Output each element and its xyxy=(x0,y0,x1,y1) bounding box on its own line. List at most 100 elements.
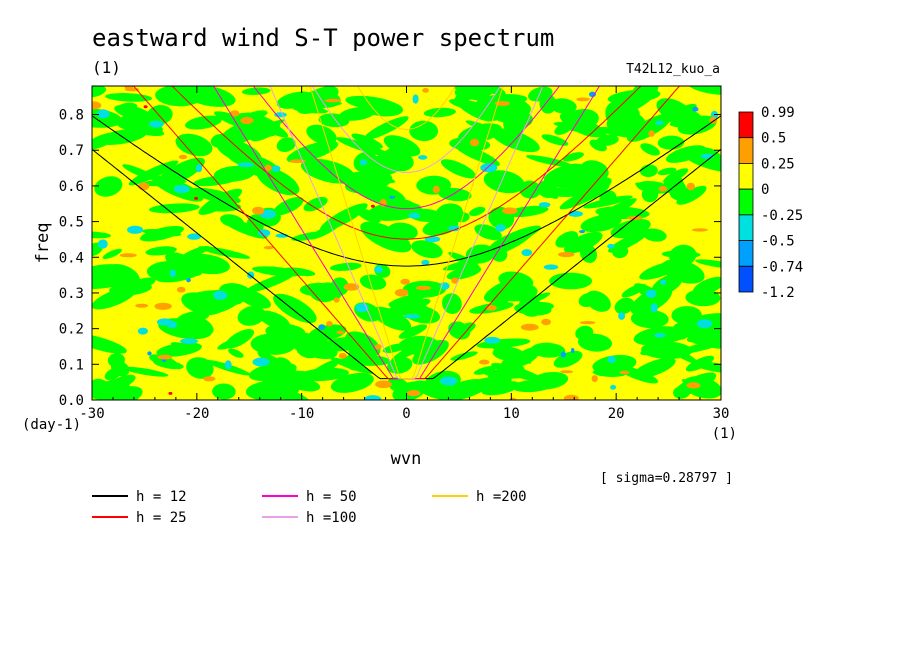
field-blob-negative xyxy=(185,115,222,130)
field-blob-positive xyxy=(338,352,347,359)
field-blob-positive xyxy=(686,382,701,389)
field-blob-negative xyxy=(408,208,443,222)
field-blob-negative xyxy=(241,87,271,95)
curve-gravity-25 xyxy=(171,86,642,240)
dispersion-curves xyxy=(92,86,721,380)
field-blob-negative xyxy=(154,261,208,283)
field-blob-strong-negative xyxy=(257,229,271,237)
field-blob-negative xyxy=(107,353,125,368)
field-blob-negative xyxy=(219,120,264,146)
chart-title: eastward wind S-T power spectrum xyxy=(92,24,554,52)
legend: h = 12 h = 25 h = 50 h =100 h =200 xyxy=(92,489,527,526)
field-blob-negative xyxy=(440,159,476,179)
field-blob-negative xyxy=(528,86,553,102)
field-blob-negative xyxy=(592,354,637,374)
field-blob-strong-negative xyxy=(480,163,498,173)
field-blob-strong-negative xyxy=(610,384,617,390)
field-blob-negative xyxy=(446,266,482,280)
field-blob-negative xyxy=(94,176,123,197)
field-blob-negative xyxy=(549,272,593,290)
field-blob-negative xyxy=(287,332,338,360)
field-blob-negative xyxy=(237,306,266,326)
x-tick-label: 10 xyxy=(503,406,520,422)
field-blob-negative xyxy=(181,246,210,259)
colorbar-label: 0 xyxy=(761,182,769,198)
field-blob-negative xyxy=(409,120,439,142)
field-blob-negative xyxy=(483,170,525,194)
field-blob-negative xyxy=(245,271,296,293)
field-blob-negative xyxy=(186,357,214,379)
field-blob-strong-negative xyxy=(149,120,164,128)
field-blob-positive xyxy=(407,390,421,397)
field-blob-strong-negative xyxy=(167,321,178,329)
field-blob-negative xyxy=(549,98,577,114)
colorbar-swatch xyxy=(738,188,754,216)
field-blob-positive xyxy=(451,277,459,284)
curve-gravity-100 xyxy=(311,86,502,173)
field-blob-positive xyxy=(375,380,392,389)
x-tick-label: 20 xyxy=(608,406,625,422)
y-tick-label: 0.4 xyxy=(59,250,84,266)
field-blob-negative xyxy=(128,160,179,186)
field-blob-negative xyxy=(688,86,721,95)
field-blob-negative xyxy=(635,182,654,193)
field-blob-positive xyxy=(415,285,432,291)
field-blob-min xyxy=(389,195,396,199)
field-blob-max xyxy=(168,391,173,395)
field-blob-strong-negative xyxy=(412,94,419,104)
field-blob-negative xyxy=(665,145,706,163)
field-blob-positive xyxy=(326,321,333,327)
field-blob-strong-negative xyxy=(224,360,232,370)
field-blob-negative xyxy=(541,134,569,146)
colorbar-label: 0.99 xyxy=(761,105,795,121)
field-blob-negative xyxy=(102,374,136,393)
field-blob-positive xyxy=(230,110,240,117)
field-blob-negative xyxy=(205,202,242,212)
field-blob-strong-negative xyxy=(97,109,110,119)
field-blob-negative xyxy=(453,86,491,101)
field-blob-negative xyxy=(104,367,123,380)
spectrum-field xyxy=(92,86,721,400)
field-blob-positive xyxy=(92,101,102,110)
field-blob-negative xyxy=(594,198,637,222)
field-blob-negative xyxy=(286,140,339,163)
field-blob-negative xyxy=(102,248,122,259)
field-blob-negative xyxy=(330,357,374,374)
field-blob-min xyxy=(692,106,699,112)
field-blob-negative xyxy=(92,334,127,354)
field-blob-max xyxy=(194,196,199,200)
field-blob-negative xyxy=(220,214,244,228)
field-blob-strong-negative xyxy=(97,239,108,249)
field-blob-negative xyxy=(92,132,118,150)
field-blob-negative xyxy=(446,377,496,400)
field-blob-strong-negative xyxy=(271,165,281,172)
field-blob-negative xyxy=(149,203,200,214)
colorbar-label: 0.5 xyxy=(761,131,786,147)
legend-label: h = 50 xyxy=(306,489,357,505)
x-axis-units: (1) xyxy=(712,426,737,442)
field-blob-positive xyxy=(422,88,429,93)
field-blob-negative xyxy=(539,188,559,199)
field-blob-negative xyxy=(617,366,659,384)
field-blob-strong-negative xyxy=(137,327,148,335)
y-axis-units: (day-1) xyxy=(22,417,81,433)
legend-label: h = 12 xyxy=(136,489,187,505)
field-blob-negative xyxy=(212,383,236,400)
field-blob-strong-negative xyxy=(654,333,666,338)
field-blob-negative xyxy=(176,310,210,325)
field-blob-negative xyxy=(484,279,524,303)
field-blob-negative xyxy=(488,369,512,387)
field-blob-positive xyxy=(203,376,216,382)
field-blob-negative xyxy=(469,206,486,217)
colorbar-label: 0.25 xyxy=(761,156,795,172)
field-blob-min xyxy=(570,347,575,354)
colorbar-swatch xyxy=(738,214,754,241)
field-blob-strong-negative xyxy=(127,225,144,234)
field-blob-negative xyxy=(687,326,710,345)
field-blob-positive xyxy=(494,101,510,106)
field-blob-negative xyxy=(529,371,569,390)
field-blob-negative xyxy=(449,98,501,115)
field-blob-positive xyxy=(336,330,345,335)
field-blob-positive xyxy=(691,228,708,232)
